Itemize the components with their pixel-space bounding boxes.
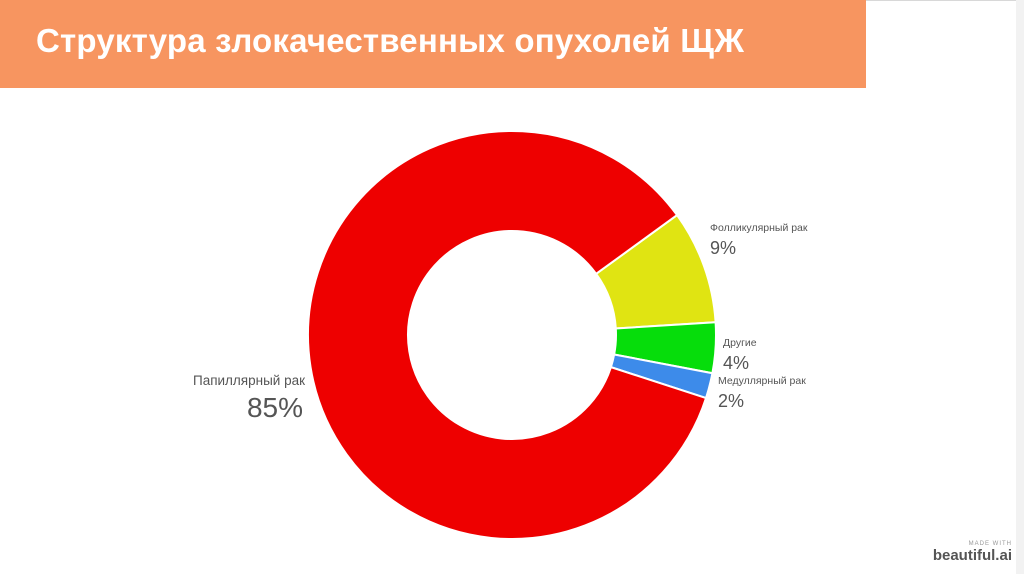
slice-label-value-papillary: 85% <box>247 392 303 423</box>
chart-slices <box>307 130 717 540</box>
slice-label-name-other: Другие <box>723 337 757 349</box>
brand-made-with: MADE WITH <box>968 541 1012 547</box>
slice-label-name-medullary: Медуллярный рак <box>718 375 806 387</box>
slide-edge <box>1016 0 1024 574</box>
slice-label-name-follicular: Фолликулярный рак <box>710 222 808 234</box>
slice-papillary <box>307 130 708 540</box>
slice-label-value-medullary: 2% <box>718 391 744 411</box>
chart-title: Структура злокачественных опухолей ЩЖ <box>36 22 745 59</box>
title-bar: Структура злокачественных опухолей ЩЖ <box>0 0 866 88</box>
slice-label-value-follicular: 9% <box>710 238 736 258</box>
slice-label-name-papillary: Папиллярный рак <box>193 373 305 388</box>
branding: MADE WITH beautiful.ai <box>933 541 1012 564</box>
slice-label-value-other: 4% <box>723 353 749 373</box>
brand-name: beautiful.ai <box>932 547 1012 564</box>
chart-labels: Папиллярный рак 85% Фолликулярный рак 9%… <box>193 222 808 423</box>
